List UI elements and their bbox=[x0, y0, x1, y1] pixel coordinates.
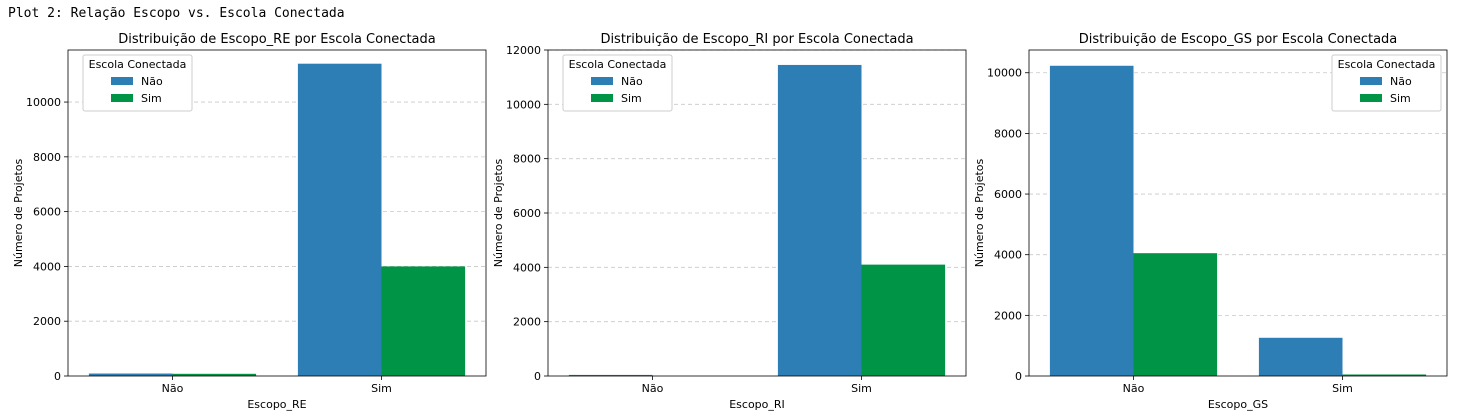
plot-frame bbox=[1028, 49, 1448, 377]
bar-não-não bbox=[568, 374, 653, 376]
chart-title: Distribuição de Escopo_RE por Escola Con… bbox=[118, 32, 435, 47]
legend-title: Escola Conectada bbox=[569, 58, 667, 71]
legend-swatch-não bbox=[591, 77, 613, 85]
legend-label-sim: Sim bbox=[1390, 92, 1411, 105]
plot-frame bbox=[67, 49, 487, 377]
chart-title: Distribuição de Escopo_GS por Escola Con… bbox=[1079, 32, 1398, 47]
y-tick-label: 0 bbox=[1015, 370, 1022, 383]
y-tick-label: 10000 bbox=[26, 96, 61, 109]
x-axis-label: Escopo_GS bbox=[1208, 398, 1268, 411]
bar-sim-sim bbox=[381, 266, 466, 376]
legend-swatch-sim bbox=[591, 94, 613, 102]
y-tick-label: 12000 bbox=[506, 44, 541, 57]
y-axis-label: Número de Projetos bbox=[12, 158, 25, 267]
chart-title: Distribuição de Escopo_RI por Escola Con… bbox=[600, 32, 913, 47]
legend-swatch-sim bbox=[111, 94, 133, 102]
y-tick-label: 2000 bbox=[994, 309, 1022, 322]
bar-sim-não bbox=[777, 64, 862, 377]
y-tick-label: 4000 bbox=[33, 260, 61, 273]
chart-2: Não Sim 0 2000 4000 6000 8000 10000 12000 Distrib… bbox=[492, 32, 967, 411]
legend-label-sim: Sim bbox=[141, 92, 162, 105]
y-tick-label: 8000 bbox=[33, 151, 61, 164]
x-tick-label: Sim bbox=[1332, 382, 1353, 395]
y-tick-label: 8000 bbox=[513, 153, 541, 166]
legend-label-não: Não bbox=[1390, 75, 1412, 88]
legend-label-não: Não bbox=[621, 75, 643, 88]
y-axis-label: Número de Projetos bbox=[492, 158, 505, 267]
bar-sim-não bbox=[297, 63, 382, 376]
bar-não-não bbox=[88, 373, 173, 376]
y-tick-label: 8000 bbox=[994, 127, 1022, 140]
chart-3: Não Sim 0 2000 4000 6000 8000 10000 Distribuição… bbox=[973, 32, 1448, 411]
y-tick-label: 10000 bbox=[506, 98, 541, 111]
y-tick-label: 4000 bbox=[513, 261, 541, 274]
bar-sim-sim bbox=[1342, 374, 1427, 376]
y-tick-label: 10000 bbox=[987, 67, 1022, 80]
x-tick-label: Não bbox=[642, 382, 664, 395]
y-axis-label: Número de Projetos bbox=[973, 158, 986, 267]
legend: Escola Conectada Não Sim bbox=[1331, 54, 1442, 112]
chart-1: Não Sim 0 2000 4000 6000 8000 10000 Distribuição… bbox=[12, 32, 487, 411]
y-tick-label: 6000 bbox=[994, 188, 1022, 201]
legend-title: Escola Conectada bbox=[89, 58, 187, 71]
bar-não-sim bbox=[1133, 253, 1218, 376]
bar-não-não bbox=[1049, 65, 1134, 377]
y-tick-label: 6000 bbox=[513, 207, 541, 220]
x-tick-label: Sim bbox=[371, 382, 392, 395]
output-caption: Plot 2: Relação Escopo vs. Escola Conect… bbox=[8, 6, 345, 21]
y-tick-label: 6000 bbox=[33, 206, 61, 219]
x-tick-label: Não bbox=[162, 382, 184, 395]
y-tick-label: 0 bbox=[534, 370, 541, 383]
legend-swatch-não bbox=[1360, 77, 1382, 85]
x-axis-label: Escopo_RI bbox=[729, 398, 785, 411]
legend-box bbox=[82, 54, 193, 112]
y-tick-label: 2000 bbox=[513, 316, 541, 329]
x-tick-label: Sim bbox=[851, 382, 872, 395]
bar-sim-sim bbox=[861, 264, 946, 376]
legend-label-sim: Sim bbox=[621, 92, 642, 105]
legend-title: Escola Conectada bbox=[1338, 58, 1436, 71]
bar-não-sim bbox=[172, 373, 257, 376]
x-tick-label: Não bbox=[1123, 382, 1145, 395]
y-tick-label: 4000 bbox=[994, 249, 1022, 262]
legend-box bbox=[1331, 54, 1442, 112]
y-tick-label: 2000 bbox=[33, 315, 61, 328]
bar-sim-não bbox=[1258, 337, 1343, 376]
y-tick-label: 0 bbox=[54, 370, 61, 383]
legend-box bbox=[562, 54, 673, 112]
legend-swatch-sim bbox=[1360, 94, 1382, 102]
x-axis-label: Escopo_RE bbox=[247, 398, 306, 411]
legend: Escola Conectada Não Sim bbox=[82, 54, 193, 112]
legend-label-não: Não bbox=[141, 75, 163, 88]
legend-swatch-não bbox=[111, 77, 133, 85]
legend: Escola Conectada Não Sim bbox=[562, 54, 673, 112]
